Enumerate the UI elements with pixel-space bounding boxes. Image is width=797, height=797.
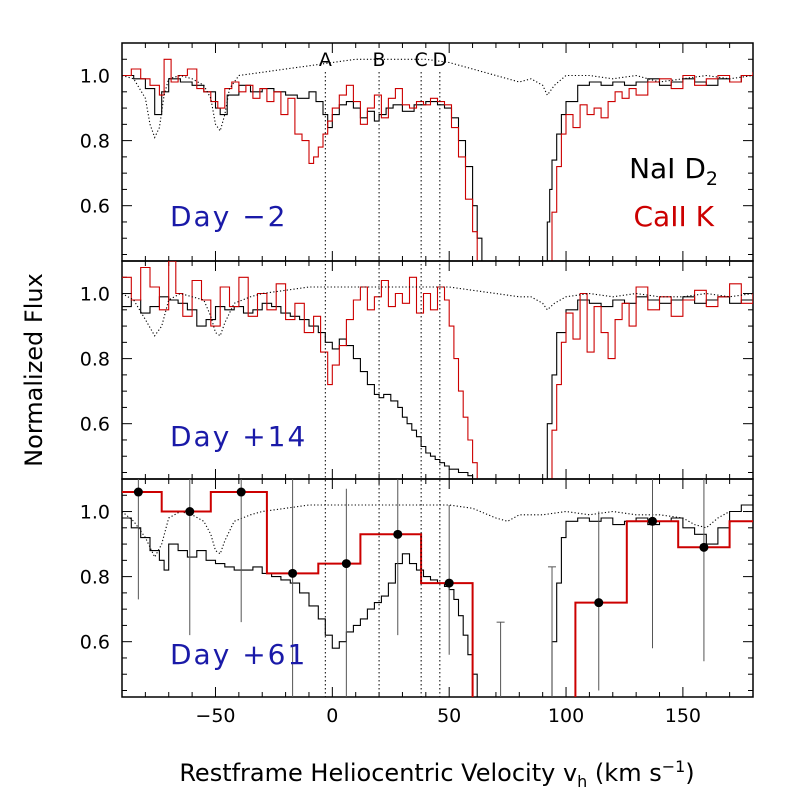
x-tick-label: 100 (548, 705, 584, 727)
y-tick-label: 0.8 (80, 567, 110, 589)
legend-nai-label: NaI D (629, 152, 706, 185)
x-axis-label-main: Restframe Heliocentric Velocity v (179, 759, 577, 787)
series-caii-k (122, 261, 753, 479)
data-point (594, 598, 604, 608)
x-axis-label-units: (km s (587, 759, 661, 787)
legend-nai-sub: 2 (706, 168, 718, 190)
series-comparison (122, 286, 753, 337)
panel-label-day-plus-61: Day +61 (170, 638, 307, 671)
data-point (341, 559, 351, 569)
series-caii-k-binned (122, 491, 753, 697)
x-axis-label: Restframe Heliocentric Velocity vh (km s… (179, 757, 694, 791)
y-tick-label: 0.8 (80, 349, 110, 371)
panel-day-plus-61: 0.6 0.8 1.0 (80, 478, 754, 698)
x-axis-label-sup: −1 (662, 757, 686, 776)
marker-label-B: B (373, 49, 386, 71)
legend-entry-nai: NaI D2 (629, 152, 718, 190)
x-tick-label: −50 (195, 705, 235, 727)
y-axis-label: Normalized Flux (20, 273, 48, 467)
y-tick-label: 1.0 (80, 284, 110, 306)
series-nai-d2 (122, 74, 753, 261)
series-comparison (122, 504, 753, 559)
y-tick-label: 0.6 (80, 414, 110, 436)
series-comparison (122, 58, 753, 139)
x-axis-label-sub: h (577, 772, 587, 791)
y-tick-label: 0.8 (80, 131, 110, 153)
component-marker-labels: A B C D (319, 49, 447, 71)
data-point (133, 487, 143, 497)
marker-label-C: C (415, 49, 428, 71)
y-tick-label: 1.0 (80, 502, 110, 524)
x-tick-labels: −50 0 50 100 150 (195, 705, 701, 727)
data-point (236, 487, 246, 497)
panel-series (122, 479, 753, 697)
panel-series (122, 58, 753, 261)
series-nai-d2 (122, 296, 753, 479)
data-point (288, 568, 298, 578)
data-point (444, 578, 454, 588)
x-tick-label: 150 (665, 705, 701, 727)
panel-ticks: 0.6 0.8 1.0 (80, 478, 754, 697)
y-tick-label: 0.6 (80, 632, 110, 654)
data-point (699, 542, 709, 552)
y-tick-label: 0.6 (80, 196, 110, 218)
panel-day-plus-14: 0.6 0.8 1.0 (80, 260, 754, 480)
panel-label-day-minus-2: Day −2 (170, 200, 287, 233)
component-marker-lines (324, 72, 441, 697)
panel-series (122, 261, 753, 479)
panel-frame (121, 478, 754, 698)
marker-label-A: A (319, 49, 332, 71)
x-axis-label-end: ) (685, 759, 694, 787)
panel-ticks: 0.6 0.8 1.0 (80, 42, 754, 261)
data-point (648, 516, 658, 526)
legend: NaI D2 CaII K (629, 152, 718, 233)
x-tick-label: 50 (437, 705, 461, 727)
data-point (185, 507, 195, 517)
y-tick-label: 1.0 (80, 66, 110, 88)
panel-label-day-plus-14: Day +14 (170, 420, 307, 453)
x-tick-label: 0 (326, 705, 338, 727)
series-nai-d2 (122, 498, 753, 697)
legend-entry-caii: CaII K (634, 200, 715, 233)
panel-ticks: 0.6 0.8 1.0 (80, 260, 754, 479)
data-point (393, 529, 403, 539)
series-caii-k (122, 58, 753, 261)
marker-label-D: D (433, 49, 448, 71)
